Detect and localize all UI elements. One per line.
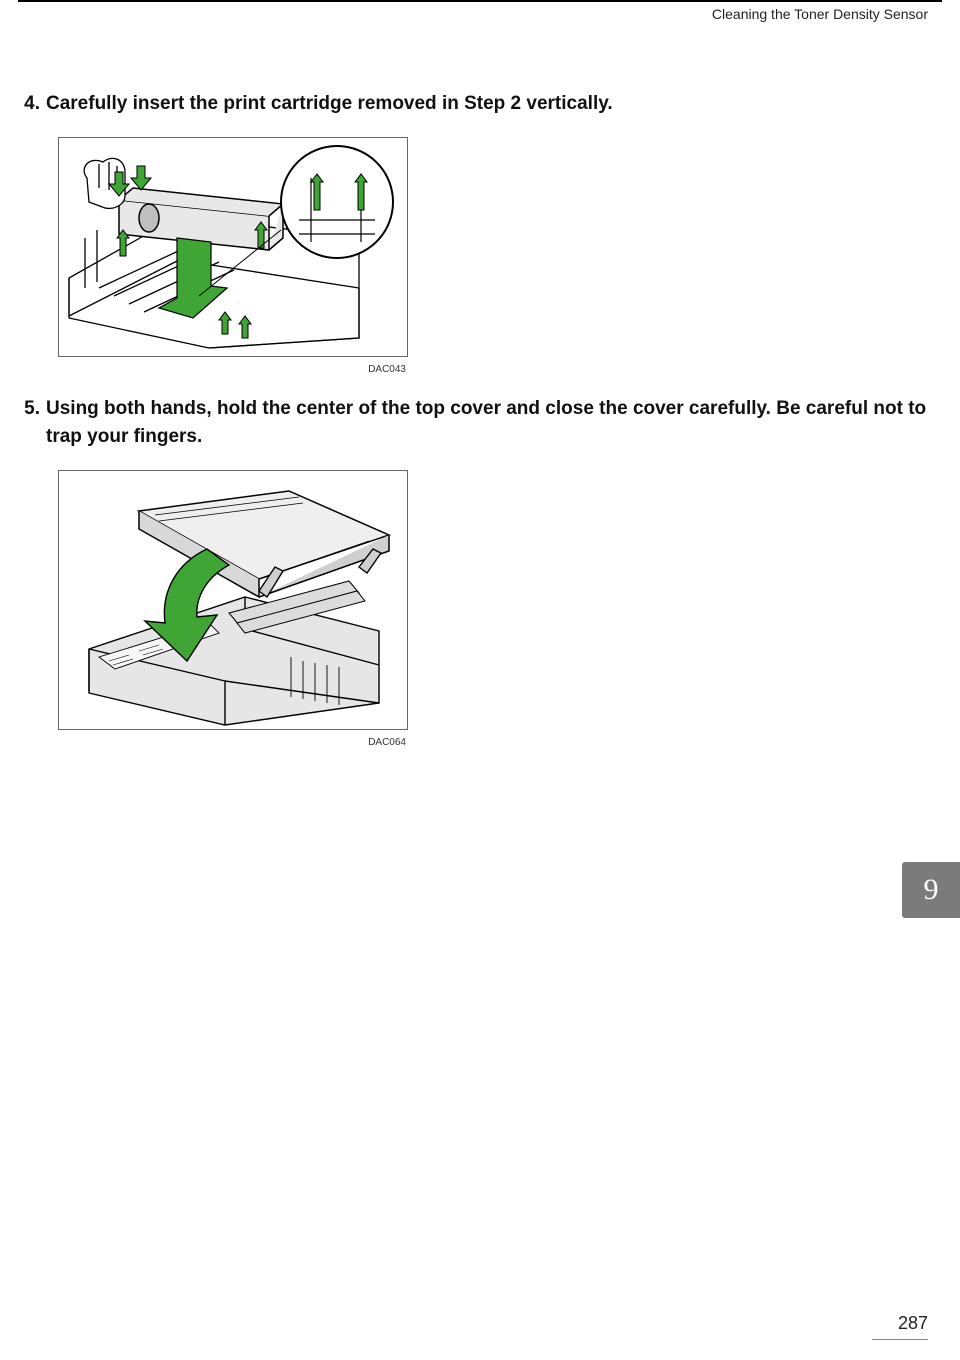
step-5: 5. Using both hands, hold the center of … [18, 395, 928, 452]
page-number-rule [872, 1339, 928, 1340]
step-4: 4. Carefully insert the print cartridge … [18, 90, 928, 119]
close-cover-illustration [59, 471, 407, 729]
figure-1-code: DAC043 [58, 364, 406, 375]
figure-1-wrap: DAC043 [58, 137, 928, 375]
step-number: 4. [18, 90, 46, 119]
content-area: 4. Carefully insert the print cartridge … [18, 90, 928, 768]
page: Cleaning the Toner Density Sensor 4. Car… [0, 0, 960, 1360]
page-number: 287 [898, 1313, 928, 1334]
step-text: Carefully insert the print cartridge rem… [46, 90, 928, 119]
step-text: Using both hands, hold the center of the… [46, 395, 928, 452]
figure-2-wrap: DAC064 [58, 470, 928, 748]
header-title: Cleaning the Toner Density Sensor [712, 6, 928, 22]
figure-2 [58, 470, 408, 730]
step-number: 5. [18, 395, 46, 452]
figure-1 [58, 137, 408, 357]
top-rule [18, 0, 942, 2]
cartridge-insert-illustration [59, 138, 407, 356]
chapter-tab: 9 [902, 862, 960, 918]
figure-2-code: DAC064 [58, 737, 406, 748]
